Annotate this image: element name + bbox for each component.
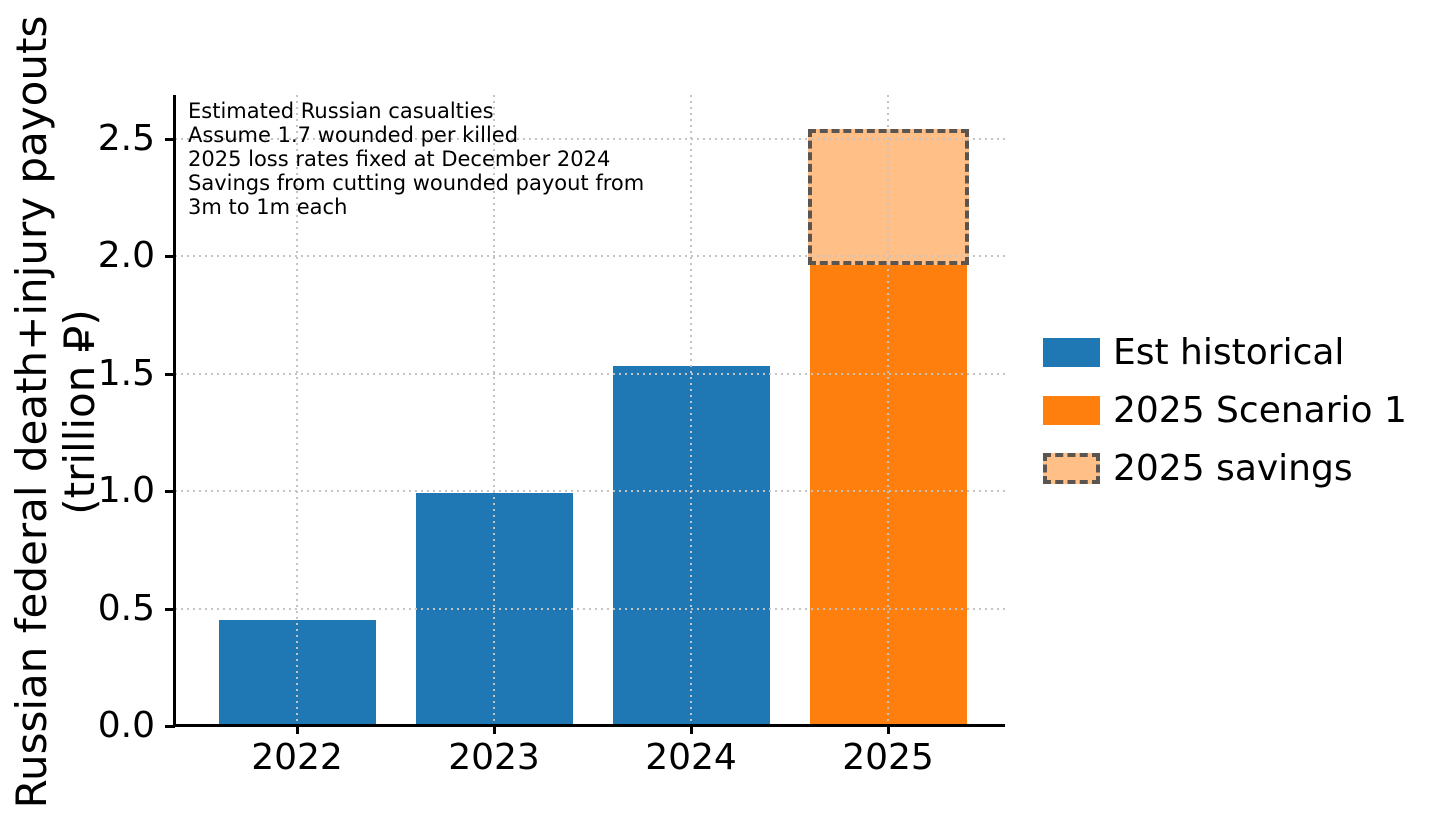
x-tick-mark <box>887 726 890 734</box>
x-tick-label: 2025 <box>842 737 934 778</box>
y-tick-label: 2.0 <box>97 235 155 276</box>
y-tick-mark <box>165 607 175 611</box>
h-gridline <box>175 372 1005 375</box>
h-gridline <box>175 137 1005 140</box>
y-tick-mark <box>165 490 175 493</box>
x-tick-label: 2022 <box>251 737 343 778</box>
legend-item: Est historical <box>1043 323 1407 381</box>
y-tick-label: 2.5 <box>97 117 155 159</box>
y-axis-spine <box>173 95 176 727</box>
v-gridline <box>690 95 692 726</box>
legend-swatch-solid <box>1043 337 1100 367</box>
h-gridline <box>175 255 1005 257</box>
y-tick-label: 1.0 <box>97 470 155 511</box>
y-tick-mark <box>165 255 175 258</box>
plot-area <box>175 95 1005 726</box>
x-tick-mark <box>690 726 693 734</box>
y-tick-label: 1.5 <box>97 352 155 394</box>
y-tick-label: 0.0 <box>97 705 155 746</box>
x-tick-mark <box>493 726 496 734</box>
legend-label: Est historical <box>1113 331 1345 373</box>
legend-label: 2025 Scenario 1 <box>1113 389 1407 431</box>
y-tick-mark <box>165 372 175 376</box>
x-axis-spine <box>173 724 1005 727</box>
h-gridline <box>175 607 1005 610</box>
x-tick-mark <box>296 726 299 734</box>
v-gridline <box>493 95 495 726</box>
legend-item: 2025 Scenario 1 <box>1043 381 1407 439</box>
y-tick-mark <box>165 137 175 141</box>
y-tick-mark <box>165 725 175 728</box>
legend-item: 2025 savings <box>1043 439 1407 497</box>
legend-label: 2025 savings <box>1113 447 1353 489</box>
v-gridline <box>296 95 298 726</box>
x-tick-label: 2024 <box>645 737 737 778</box>
h-gridline <box>175 490 1005 492</box>
v-gridline <box>887 95 889 726</box>
x-tick-label: 2023 <box>448 737 540 778</box>
annotation-text: Estimated Russian casualties Assume 1.7 … <box>188 99 645 219</box>
legend-swatch-dashed <box>1043 452 1100 484</box>
y-tick-label: 0.5 <box>97 587 155 629</box>
legend-swatch-solid <box>1043 395 1100 425</box>
legend: Est historical 2025 Scenario 1 2025 saving… <box>1043 323 1407 497</box>
